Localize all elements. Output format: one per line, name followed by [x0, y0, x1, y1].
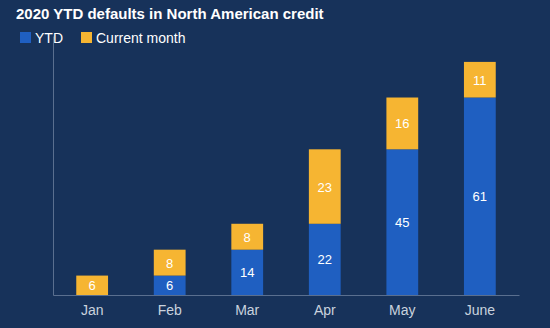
data-label: 8	[166, 256, 173, 271]
data-label: 11	[473, 73, 487, 88]
bar-segment	[76, 276, 108, 295]
data-label: 14	[240, 265, 254, 280]
data-label: 6	[166, 278, 173, 293]
bar-segment	[309, 149, 341, 223]
legend-label: YTD	[35, 30, 63, 46]
data-label: 6	[89, 278, 96, 293]
bar-segment	[231, 224, 263, 250]
bar-segment	[154, 250, 186, 276]
x-tick: Mar	[235, 302, 259, 318]
bar-segment	[309, 224, 341, 295]
data-label: 23	[318, 180, 332, 195]
bars	[76, 62, 495, 295]
legend-swatch	[81, 32, 92, 43]
x-tick-label: Mar	[235, 302, 259, 318]
y-axis-line	[53, 37, 54, 296]
bar-segment	[464, 98, 496, 295]
bar-segment	[464, 62, 496, 98]
legend-swatch	[20, 32, 31, 43]
bar-segment	[386, 149, 418, 295]
legend: YTD Current month	[20, 30, 185, 46]
data-label: 22	[318, 252, 332, 267]
data-label: 61	[473, 189, 487, 204]
background	[0, 0, 550, 328]
x-axis-line	[54, 295, 520, 296]
data-label: 8	[244, 230, 251, 245]
x-tick: Apr	[314, 302, 336, 318]
x-tick: Feb	[158, 302, 182, 318]
plot: 6 6 8 14 8 22 23 45 16 61 11 Jan Feb Mar Apr May June	[54, 37, 520, 318]
x-tick: Jan	[81, 302, 104, 318]
chart: 2020 YTD defaults in North American cred…	[0, 0, 550, 328]
x-tick: May	[389, 302, 415, 318]
bar-segment	[231, 250, 263, 295]
x-axis: Jan Feb Mar Apr May June	[54, 296, 520, 318]
data-label: 45	[395, 215, 409, 230]
x-tick-label: Feb	[158, 302, 182, 318]
x-tick-label: Jan	[81, 302, 104, 318]
bar-segment	[154, 276, 186, 295]
y-axis	[53, 37, 54, 296]
x-tick-label: Apr	[314, 302, 336, 318]
x-tick: June	[465, 302, 496, 318]
title: 2020 YTD defaults in North American cred…	[16, 5, 324, 22]
x-tick-label: June	[465, 302, 496, 318]
bar-segment	[386, 98, 418, 150]
data-label: 16	[395, 116, 409, 131]
x-tick-label: May	[389, 302, 415, 318]
data-labels: 6 6 8 14 8 22 23 45 16 61 11	[89, 73, 488, 294]
legend-label: Current month	[96, 30, 185, 46]
